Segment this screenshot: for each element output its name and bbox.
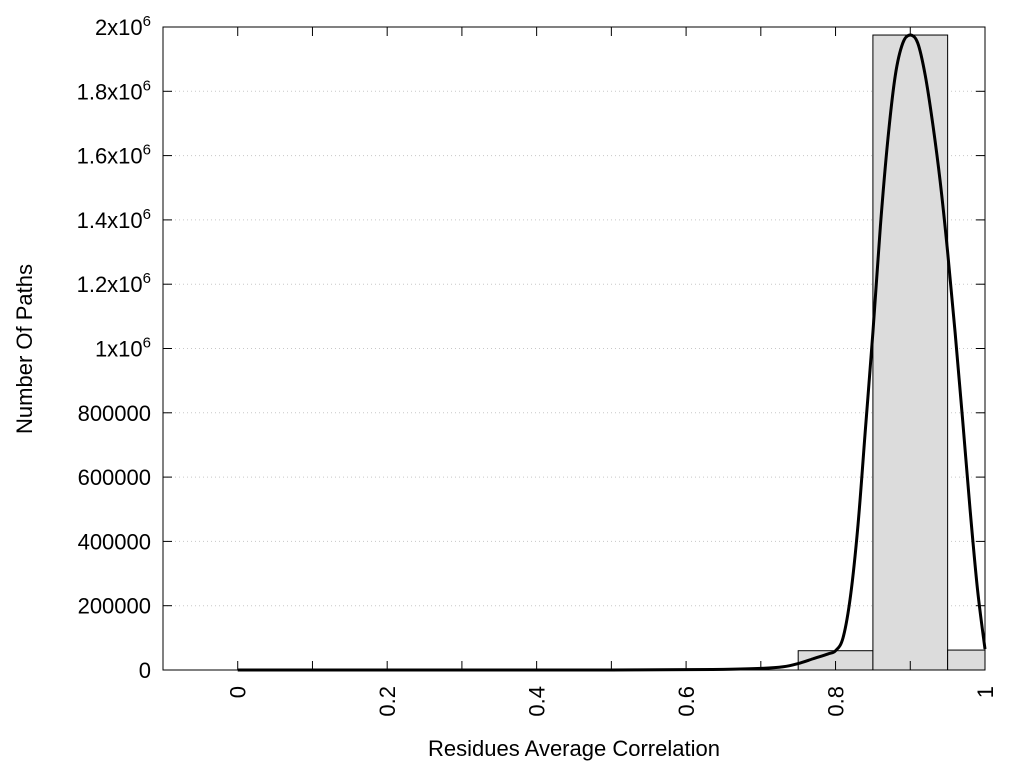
y-tick-label: 1.6x106 — [77, 142, 151, 169]
x-tick-label: 0.6 — [674, 686, 699, 717]
x-tick-labels: 0 0.2 0.4 0.6 0.8 1 — [226, 686, 998, 717]
y-tick-label: 400000 — [78, 529, 151, 554]
histogram-bar — [947, 649, 986, 671]
y-tick-label: 600000 — [78, 465, 151, 490]
grid-lines — [163, 90, 985, 607]
x-tick-label: 0.8 — [824, 686, 849, 717]
x-tick-label: 0.4 — [525, 686, 550, 717]
y-tick-label: 1x106 — [95, 335, 151, 362]
axis-ticks — [163, 26, 986, 671]
y-axis-title: Number Of Paths — [12, 264, 37, 434]
y-tick-label: 800000 — [78, 401, 151, 426]
y-tick-labels: 0 200000 400000 600000 800000 1x106 1.2x106 1.4… — [77, 13, 151, 683]
y-tick-label: 200000 — [78, 594, 151, 619]
y-tick-label: 1.8x106 — [77, 77, 151, 104]
histogram-bar — [872, 34, 949, 671]
y-tick-label: 0 — [139, 658, 151, 683]
y-tick-label: 1.2x106 — [77, 270, 151, 297]
x-tick-label: 0 — [226, 686, 251, 698]
plot-background — [163, 27, 985, 670]
x-tick-label: 0.2 — [375, 686, 400, 717]
y-tick-label: 1.4x106 — [77, 206, 151, 233]
x-tick-label: 1 — [973, 686, 998, 698]
y-tick-label: 2x106 — [95, 13, 151, 40]
x-axis-title: Residues Average Correlation — [428, 736, 720, 761]
